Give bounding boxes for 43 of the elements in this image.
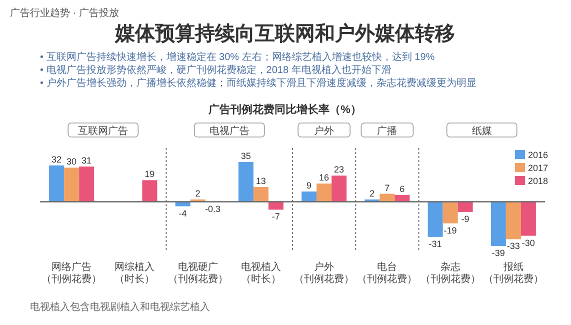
chart-subtitle: • 互联网广告持续快速增长，增速稳定在 30% 左右；网络综艺植入增速也较快，达到 19% • 电视广告投放形势依然严峻，硬广刊例花费稳定，2018 年电视植入也开始下滑 • 户外广告增长强劲，广播增长依然稳健；而纸媒持续下滑且下滑速度减缓，杂志花费减缓更为明显 [40, 51, 476, 89]
group-label: 电视广告 [194, 122, 265, 138]
data-label: 23 [334, 164, 344, 175]
data-label: 16 [319, 172, 330, 183]
x-tick-label: 电视植入（时长） [240, 261, 281, 285]
data-label: -31 [428, 238, 442, 249]
group-label: 纸媒 [446, 122, 518, 138]
x-tick-label: 网综植入（时长） [114, 261, 155, 285]
x-tick-label: 网络广告（刊例花费） [42, 261, 102, 285]
data-label: -9 [461, 214, 470, 224]
data-label: 31 [82, 156, 92, 166]
data-label: -39 [492, 248, 505, 258]
data-label: 9 [306, 180, 312, 191]
legend-label: 2017 [528, 163, 548, 173]
legend-label: 2016 [528, 150, 548, 160]
data-label: 30 [66, 156, 77, 167]
data-label: -0.3 [205, 204, 221, 214]
data-label: -30 [522, 238, 535, 248]
data-label: 19 [144, 169, 155, 180]
x-tick-label: 报纸（刊例花费） [483, 261, 544, 285]
group-label: 广播 [360, 122, 414, 138]
data-label: 7 [384, 182, 390, 193]
data-label: -7 [272, 212, 280, 222]
text: 广告行业趋势 · 广告投放 [10, 7, 119, 19]
x-tick-label: 电视硬广（刊例花费） [168, 261, 228, 285]
data-label: 6 [400, 184, 405, 194]
group-label: 互联网广告 [68, 122, 139, 138]
data-label: 2 [195, 188, 200, 198]
x-tick-label: 杂志（刊例花费） [420, 261, 480, 285]
data-label: 35 [240, 151, 251, 161]
data-label: 32 [52, 154, 62, 164]
data-label: -33 [506, 241, 520, 252]
text: 电视植入包含电视剧植入和电视综艺植入 [30, 301, 210, 313]
x-tick-label: 户外（刊例花费） [294, 261, 354, 285]
data-label: 13 [256, 176, 266, 186]
group-label: 户外 [298, 122, 350, 138]
data-label: -19 [444, 225, 457, 236]
legend-label: 2018 [528, 176, 548, 186]
x-tick-label: 电台（刊例花费） [357, 261, 418, 285]
data-label: 2 [370, 188, 375, 198]
chart-title: 媒体预算持续向互联网和户外媒体转移 [114, 22, 455, 45]
y-axis-title: 广告刊例花费同比增长率（%） [208, 103, 362, 116]
data-label: -4 [178, 208, 187, 218]
